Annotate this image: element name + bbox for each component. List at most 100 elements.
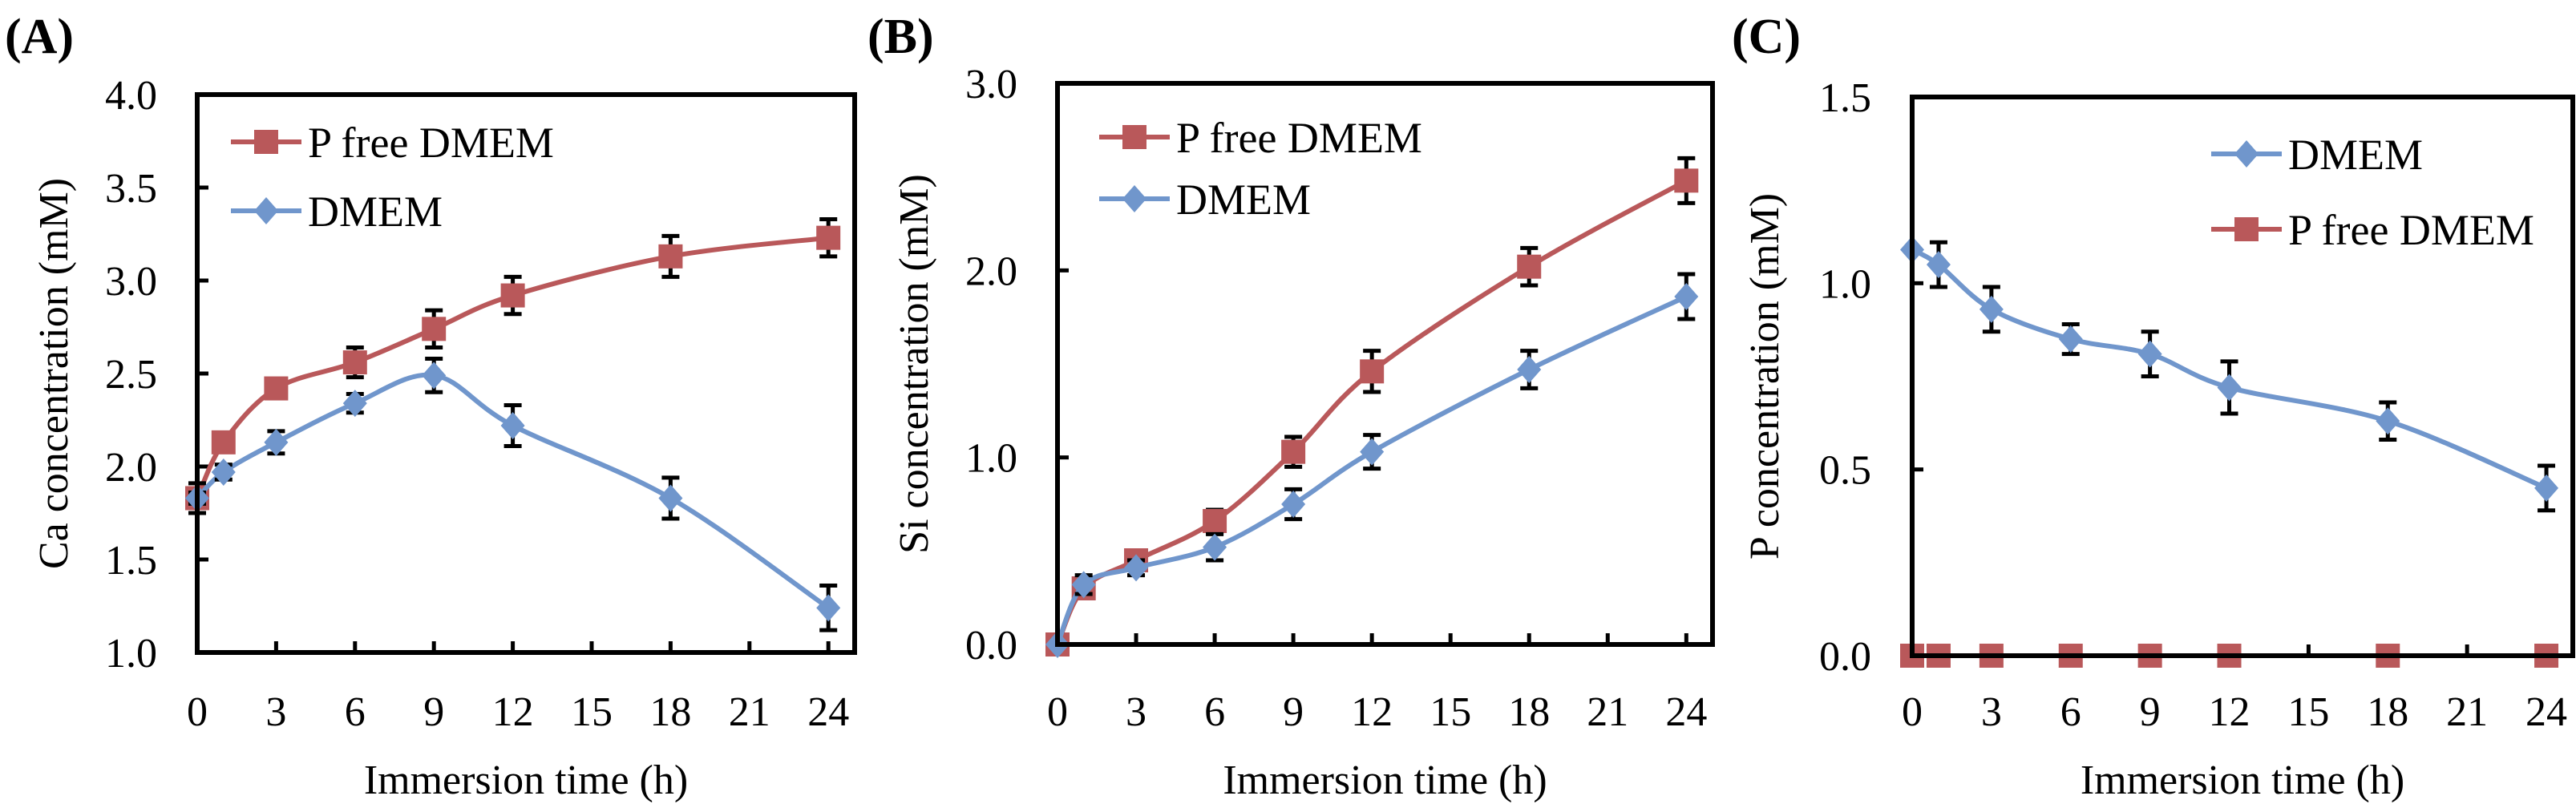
- legend-marker: [1122, 125, 1146, 149]
- legend-marker: [2234, 140, 2259, 168]
- y-tick-label: 2.0: [105, 445, 157, 491]
- series-line: [1055, 178, 1688, 646]
- x-tick-label: 6: [345, 689, 366, 735]
- x-tick-label: 0: [1902, 689, 1923, 735]
- x-tick-label: 24: [807, 689, 849, 735]
- data-point: [1674, 283, 1699, 310]
- x-tick-label: 9: [1283, 689, 1304, 735]
- legend: DMEM P free DMEM: [2211, 131, 2534, 254]
- legend-label: DMEM: [1176, 176, 1311, 224]
- x-axis-title: Immersion time (h): [364, 757, 688, 803]
- plot-frame: [1910, 95, 2575, 658]
- legend-label: P free DMEM: [1176, 114, 1422, 162]
- y-tick-label: 1.0: [965, 436, 1017, 482]
- y-tick-label: 3.5: [105, 166, 157, 212]
- x-tick-label: 24: [1665, 689, 1707, 735]
- x-tick-label: 6: [1204, 689, 1225, 735]
- y-axis-title: P concentration (mM): [1742, 193, 1788, 560]
- data-point: [500, 411, 525, 439]
- series-dmem: [1900, 236, 2559, 513]
- x-axis-title: Immersion time (h): [1223, 757, 1547, 803]
- data-point: [816, 594, 841, 622]
- data-point: [264, 376, 289, 401]
- x-axis-title: Immersion time (h): [2081, 757, 2404, 803]
- legend-item: P free DMEM: [1099, 114, 1422, 162]
- legend-label: DMEM: [2288, 131, 2423, 179]
- legend: P free DMEM DMEM: [231, 119, 554, 236]
- data-point: [422, 317, 447, 341]
- data-point: [1281, 491, 1306, 518]
- x-tick-label: 0: [187, 689, 208, 735]
- x-tick-label: 24: [2525, 689, 2567, 735]
- data-point: [2534, 474, 2559, 502]
- legend-item: DMEM: [1099, 176, 1311, 224]
- x-tick-label: 15: [2287, 689, 2329, 735]
- y-tick-label: 3.0: [965, 62, 1017, 107]
- y-axis-title: Ca concentration (mM): [31, 178, 77, 569]
- y-tick-label: 1.0: [1819, 261, 1871, 307]
- chart-panel-a: (A) 0 3 6 9 12 15 18 21 24 1.0 1.5 2.0 2.5 3.0 3.5 4.0 Im…: [5, 10, 857, 803]
- plot-frame: [195, 92, 857, 655]
- legend-marker: [254, 197, 278, 224]
- legend-marker: [1122, 185, 1146, 212]
- x-tick-label: 0: [1047, 689, 1068, 735]
- data-point: [264, 428, 289, 456]
- panel-label: (B): [867, 10, 934, 64]
- x-tick-label: 3: [1126, 689, 1146, 735]
- x-tick-label: 21: [729, 689, 770, 735]
- chart-panel-b: (B) 0 3 6 9 12 15 18 21 24 0.0 1.0 2.0 3.0 Immersion t…: [867, 10, 1715, 803]
- x-tick-label: 21: [1587, 689, 1628, 735]
- data-point: [342, 390, 367, 418]
- data-point: [342, 350, 367, 375]
- y-tick-label: 0.0: [1819, 634, 1871, 680]
- y-tick-label: 0.5: [1819, 448, 1871, 494]
- legend-item: DMEM: [2211, 131, 2423, 179]
- panel-label: (A): [5, 10, 74, 64]
- series-p-free: [185, 216, 841, 515]
- x-tick-label: 9: [423, 689, 444, 735]
- x-tick-label: 9: [2140, 689, 2161, 735]
- data-point: [2376, 407, 2400, 435]
- legend: P free DMEM DMEM: [1099, 114, 1422, 224]
- series-p-free: [1045, 156, 1699, 656]
- panel-label: (C): [1732, 10, 1801, 64]
- x-tick-label: 15: [1430, 689, 1471, 735]
- plot-frame: [1055, 81, 1715, 647]
- data-point: [816, 225, 841, 250]
- data-point: [1517, 254, 1542, 279]
- data-point: [211, 430, 236, 454]
- data-point: [2137, 340, 2162, 368]
- y-tick-label: 2.5: [105, 352, 157, 398]
- data-point: [1281, 439, 1306, 464]
- legend-marker: [254, 130, 278, 154]
- data-point: [1674, 168, 1699, 193]
- data-point: [211, 458, 236, 486]
- x-tick-label: 6: [2060, 689, 2081, 735]
- y-tick-label: 1.5: [105, 538, 157, 584]
- y-tick-label: 4.0: [105, 73, 157, 119]
- x-tick-label: 18: [2367, 689, 2408, 735]
- legend-label: P free DMEM: [308, 119, 554, 167]
- y-axis-title: Si concentration (mM): [892, 174, 937, 554]
- legend-label: P free DMEM: [2288, 206, 2534, 254]
- data-point: [1360, 438, 1385, 466]
- x-tick-label: 15: [571, 689, 613, 735]
- data-point: [1360, 359, 1385, 384]
- legend-item: P free DMEM: [231, 119, 554, 167]
- data-point: [500, 283, 525, 308]
- legend-item: P free DMEM: [2211, 206, 2534, 254]
- legend-item: DMEM: [231, 188, 443, 236]
- chart-panel-c: (C) 0 3 6 9 12 15 18 21 24 0.0 0.5 1.0 1.5 Immersion t…: [1732, 10, 2575, 803]
- data-point: [1203, 509, 1227, 533]
- data-point: [1203, 533, 1227, 561]
- y-tick-label: 1.5: [1819, 75, 1871, 121]
- x-tick-label: 12: [492, 689, 534, 735]
- x-tick-label: 12: [1351, 689, 1393, 735]
- y-tick-label: 1.0: [105, 631, 157, 677]
- legend-marker: [2234, 217, 2259, 241]
- y-tick-label: 2.0: [965, 248, 1017, 294]
- y-tick-label: 0.0: [965, 623, 1017, 669]
- data-point: [658, 484, 683, 512]
- x-tick-label: 18: [1508, 689, 1550, 735]
